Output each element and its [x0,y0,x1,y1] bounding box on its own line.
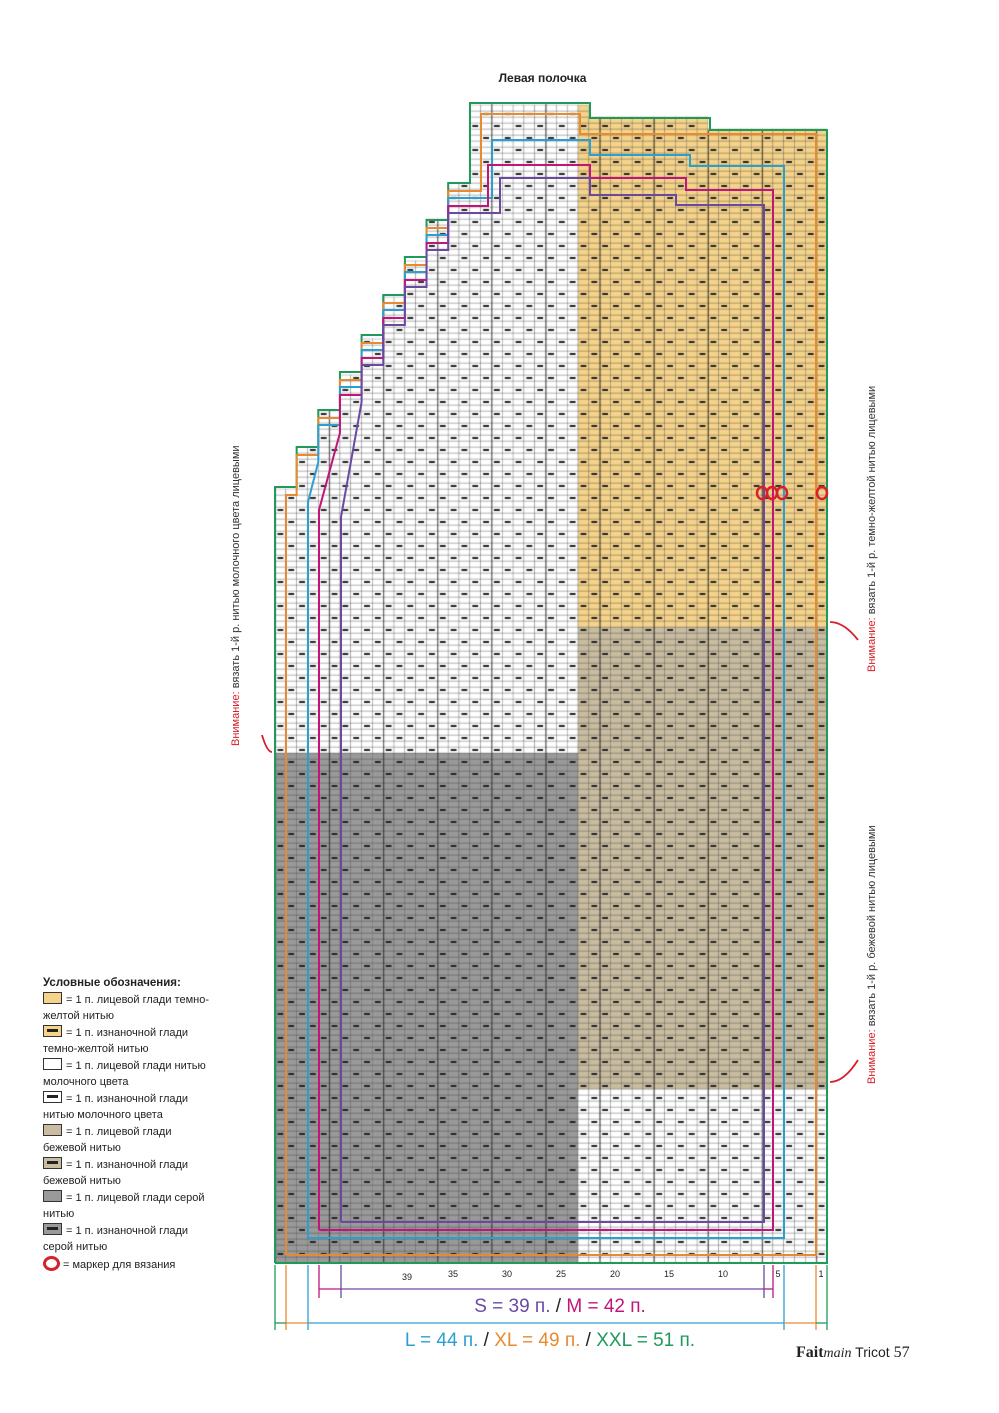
legend-heading: Условные обозначения: [43,977,181,989]
knit-swatch-icon [43,991,62,1004]
legend-item: = 1 п. лицевой глади нитью молочного цве… [43,1057,206,1088]
outline-m [318,164,774,1231]
size-label-l-xl-xxl: L = 44 п. / XL = 49 п. / XXL = 51 п. [404,1330,696,1351]
legend-item-marker: = маркер для вязания [43,1255,213,1274]
purl-swatch-icon [43,1222,62,1235]
stitch-marker-icon [775,485,789,501]
chart-title: Левая полочка [498,71,587,85]
knit-swatch-icon [43,1057,62,1070]
knitting-chart-grid [275,100,827,1266]
column-number: 20 [609,1269,621,1279]
purl-swatch-icon [43,1156,62,1169]
outline-l [307,139,785,1239]
legend-item: = 1 п. лицевой глади серой нитью [43,1189,205,1220]
note-left: Внимание: вязать 1-й р. нитью молочного … [230,445,242,746]
column-number: 15 [663,1269,675,1279]
stitch-marker-icon [815,485,829,501]
knit-swatch-icon [43,1189,62,1202]
legend-item: = 1 п. изнаночной глади бежевой нитью [43,1156,189,1187]
column-number: 25 [555,1269,567,1279]
legend-item: = 1 п. изнаночной глади серой нитью [43,1222,189,1253]
page-footer: Faitmain Tricot 57 [796,1344,910,1361]
legend-item: = 1 п. лицевой глади бежевой нитью [43,1123,172,1154]
purl-swatch-icon [43,1024,62,1037]
outline-s [340,177,765,1223]
column-number: 1 [818,1269,824,1279]
legend: Условные обозначения: = 1 п. лицевой гла… [43,975,213,1273]
warning-arrow-icon [829,1059,859,1083]
note-right-top: Внимание: вязать 1-й р. темно-желтой нит… [866,385,878,672]
warning-arrow-icon [261,734,273,753]
column-number: 35 [447,1269,459,1279]
column-number: 39 [401,1272,413,1282]
column-number: 10 [717,1269,729,1279]
column-number: 5 [775,1269,781,1279]
marker-icon [43,1255,60,1271]
stitch-marker-icon [755,485,769,501]
legend-item: = 1 п. изнаночной глади темно-желтой нит… [43,1024,189,1055]
outline-xxl [274,102,828,1264]
size-label-s-m: S = 39 п. / M = 42 п. [474,1296,646,1317]
warning-arrow-icon [829,621,859,641]
legend-item: = 1 п. изнаночной глади нитью молочного … [43,1090,189,1121]
purl-swatch-icon [43,1090,62,1103]
knit-swatch-icon [43,1123,62,1136]
note-right-bottom: Внимание: вязать 1-й р. бежевой нитью ли… [866,825,878,1084]
outline-xl [285,113,817,1256]
legend-item: = 1 п. лицевой глади темно-желтой нитью [43,991,209,1022]
column-number: 30 [501,1269,513,1279]
